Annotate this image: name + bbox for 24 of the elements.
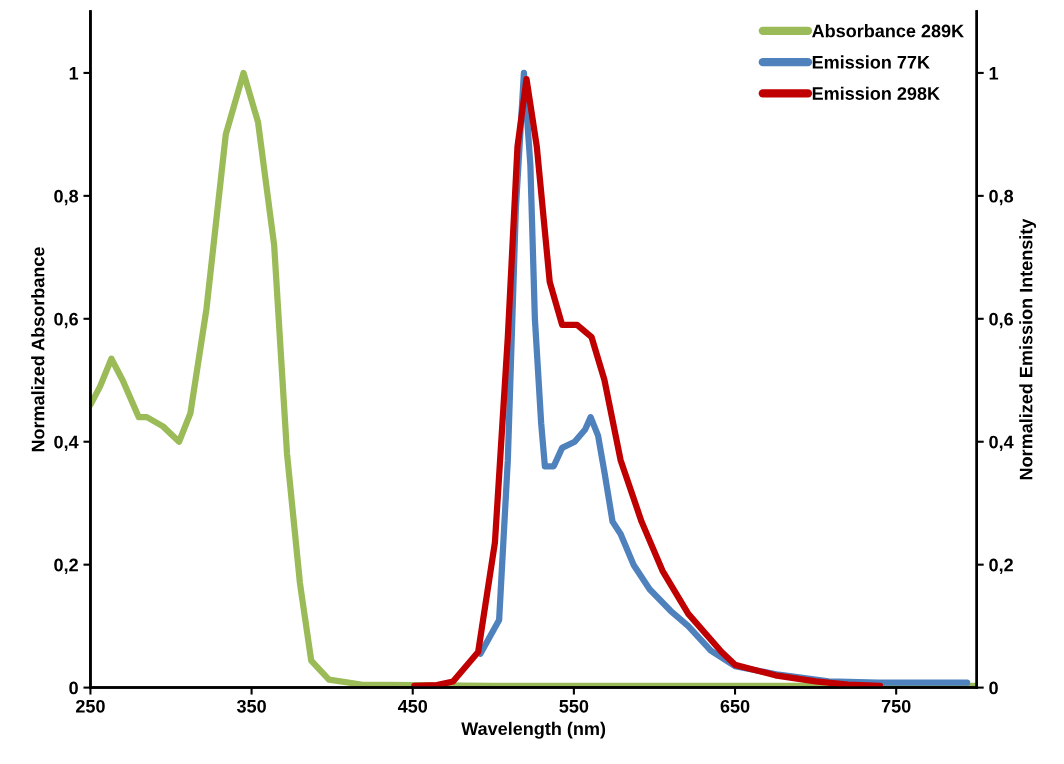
legend-label: Absorbance 289K	[812, 24, 964, 38]
y-tick-label: 0,6	[54, 312, 78, 329]
x-tick-label: 250	[76, 699, 105, 713]
y-tick-label: 0,2	[54, 558, 78, 574]
x-tick-label: 450	[397, 699, 428, 713]
y2-tick-label: 0	[989, 681, 998, 695]
legend-label: Emission 77K	[812, 55, 930, 69]
y2-tick-label: 0,2	[989, 558, 1013, 574]
y-tick-label: 1	[69, 67, 79, 80]
y-tick-label: 0	[69, 681, 78, 695]
x-tick-label: 550	[559, 699, 589, 713]
y-tick-label: 0,8	[54, 189, 79, 206]
y2-tick-label: 1	[989, 67, 999, 80]
x-tick-label: 750	[881, 699, 911, 713]
y2-tick-label: 0,8	[989, 189, 1014, 206]
y2-tick-label: 0,4	[989, 435, 1014, 452]
y-axis-title: Normalized Absorbance	[31, 247, 45, 452]
x-axis-title: Wavelength (nm)	[461, 721, 606, 739]
x-tick-label: 650	[720, 699, 750, 713]
y-tick-label: 0,4	[54, 435, 79, 452]
y2-axis-title: Normalized Emission Intensity	[1019, 218, 1037, 480]
y2-tick-label: 0,6	[989, 312, 1013, 329]
legend-label: Emission 298K	[812, 86, 940, 100]
x-tick-label: 350	[236, 699, 266, 713]
